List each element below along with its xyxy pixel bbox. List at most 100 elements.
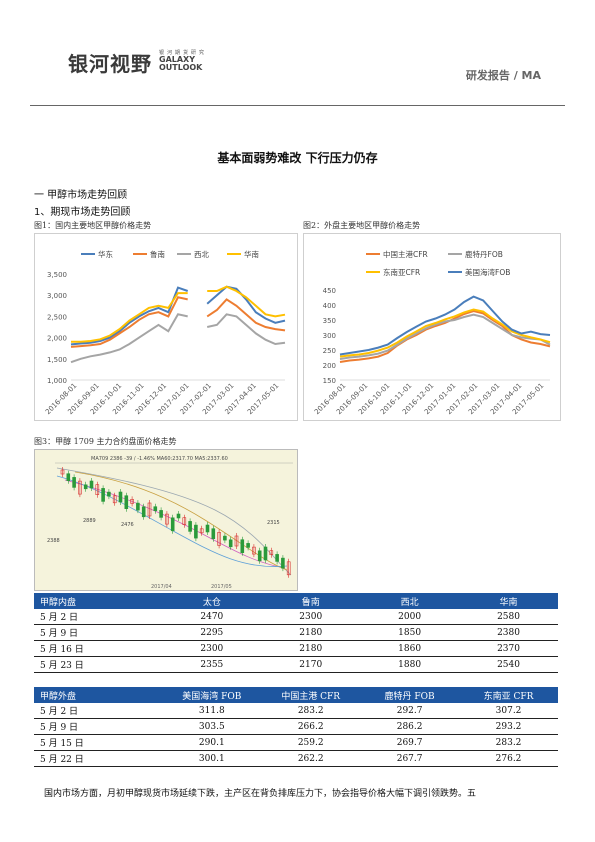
table-row: 5 月 9 日 2295 2180 1850 2380: [34, 624, 558, 641]
table-cell: 300.1: [162, 750, 262, 767]
table-header-cell: 太仓: [162, 593, 262, 609]
table-header-cell: 东南亚 CFR: [459, 687, 558, 703]
moving-average-line: [74, 471, 288, 571]
table-row: 5 月 2 日 2470 2300 2000 2580: [34, 609, 558, 625]
candle-body: [153, 506, 158, 512]
candle-body: [89, 480, 94, 489]
candle-body: [107, 491, 111, 497]
table-cell: 262.2: [261, 750, 361, 767]
figure-3-candlestick-chart: MA709 2386 -39 / -1.46% MA60:2317.70 MA5…: [34, 449, 298, 591]
y-tick-label: 200: [323, 362, 336, 370]
candle-body: [147, 502, 152, 517]
candle-price-label: 2388: [47, 538, 60, 544]
candle-body: [205, 524, 210, 533]
table-cell: 5 月 9 日: [34, 718, 163, 735]
table-row: 5 月 9 日 303.5 266.2 286.2 293.2: [34, 718, 558, 735]
table-header-cell: 美国海湾 FOB: [162, 687, 262, 703]
table-cell: 2580: [459, 609, 558, 625]
overseas-price-table: 甲醇外盘 美国海湾 FOB 中国主港 CFR 鹿特丹 FOB 东南亚 CFR 5 月 2…: [34, 687, 558, 767]
table-row: 5 月 22 日 300.1 262.2 267.7 276.2: [34, 750, 558, 767]
table-cell: 1850: [360, 624, 460, 641]
table-cell: 2170: [261, 656, 361, 673]
legend-label: 华南: [244, 249, 259, 259]
candle-body: [257, 550, 262, 562]
header-divider: [30, 105, 565, 106]
table-cell: 2370: [459, 640, 558, 657]
candle-body: [141, 506, 146, 518]
candle-body: [240, 539, 245, 553]
series-line: [71, 285, 286, 343]
legend-label: 鲁南: [150, 249, 165, 259]
moving-average-line: [56, 475, 288, 567]
table-cell: 286.2: [360, 718, 460, 735]
candle-body: [66, 473, 71, 482]
y-tick-label: 300: [323, 332, 336, 340]
candle-body: [281, 557, 285, 569]
table-cell: 2000: [360, 609, 460, 625]
legend-label: 华东: [98, 249, 113, 259]
table-row: 5 月 23 日 2355 2170 1880 2540: [34, 656, 558, 673]
logo-english-line-2: OUTLOOK: [159, 63, 203, 72]
subsection-heading: 1、期现市场走势回顾: [34, 207, 131, 218]
domestic-price-table: 甲醇内盘 太仓 鲁南 西北 华南 5 月 2 日 2470 2300 2000 2580 5 月 …: [34, 593, 558, 673]
table-cell: 5 月 2 日: [34, 703, 163, 719]
table-cell: 5 月 15 日: [34, 734, 163, 751]
table-header-row: 甲醇外盘 美国海湾 FOB 中国主港 CFR 鹿特丹 FOB 东南亚 CFR: [34, 687, 558, 703]
logo-english: GALAXY OUTLOOK: [159, 56, 202, 72]
y-tick-label: 350: [323, 317, 336, 325]
y-tick-label: 250: [323, 347, 336, 355]
table-header-cell: 西北: [360, 593, 460, 609]
table-cell: 5 月 22 日: [34, 750, 163, 767]
table-cell: 269.7: [360, 734, 460, 751]
candle-body: [182, 517, 187, 525]
candle-body: [83, 484, 88, 490]
table-row: 5 月 16 日 2300 2180 1860 2370: [34, 640, 558, 657]
candle-body: [234, 535, 239, 547]
figure-3-svg: MA709 2386 -39 / -1.46% MA60:2317.70 MA5…: [47, 456, 293, 590]
table-cell: 283.2: [261, 703, 361, 719]
table-header-cell: 鹿特丹 FOB: [360, 687, 460, 703]
candle-body: [199, 528, 204, 534]
table-cell: 307.2: [459, 703, 558, 719]
y-tick-label: 150: [323, 377, 336, 385]
candle-body: [159, 510, 163, 518]
series-line: [70, 313, 286, 364]
candle-body: [263, 546, 268, 561]
candle-body: [112, 495, 117, 504]
y-tick-label: 400: [323, 302, 336, 310]
table-cell: 5 月 2 日: [34, 609, 163, 625]
candle-body: [246, 543, 250, 548]
figure-2-svg: 4504003503002502001502016-08-012016-09-0…: [313, 249, 551, 416]
series-line: [339, 295, 551, 356]
candle-body: [211, 528, 216, 539]
table-body: 5 月 2 日 311.8 283.2 292.7 307.2 5 月 9 日 303.5 2…: [34, 703, 558, 767]
legend-label: 美国海湾FOB: [465, 267, 510, 277]
table-cell: 276.2: [459, 750, 558, 767]
table-cell: 267.7: [360, 750, 460, 767]
table-cell: 5 月 23 日: [34, 656, 163, 673]
y-tick-label: 2,000: [47, 335, 67, 343]
series-line: [70, 296, 286, 348]
candle-date-label: 2017/05: [211, 584, 232, 590]
logo-subtext: 银河期货研究: [159, 50, 208, 56]
table-cell: 2540: [459, 656, 558, 673]
body-paragraph: 国内市场方面，月初甲醇现货市场延续下跌，主产区在背负排库压力下，协会指导价格大幅…: [44, 789, 477, 799]
candle-body: [176, 513, 181, 519]
table-cell: 2300: [162, 640, 262, 657]
candle-price-label: 2315: [267, 520, 280, 526]
legend-label: 东南亚CFR: [383, 267, 420, 277]
series-line: [339, 313, 551, 360]
candle-header-text: MA709 2386 -39 / -1.46% MA60:2317.70 MA5…: [91, 456, 228, 462]
candle-body: [130, 499, 134, 504]
candle-body: [118, 491, 123, 503]
legend-label: 西北: [194, 250, 209, 259]
table-header-cell: 华南: [459, 593, 558, 609]
y-tick-label: 450: [323, 287, 336, 295]
candle-price-label: 2476: [121, 522, 134, 528]
report-tag: 研发报告 / MA: [465, 69, 541, 82]
y-tick-label: 3,500: [47, 271, 67, 279]
candle-body: [286, 561, 291, 576]
table-cell: 2180: [261, 624, 361, 641]
candle-body: [275, 554, 279, 562]
section-heading: 一 甲醇市场走势回顾: [34, 190, 128, 201]
